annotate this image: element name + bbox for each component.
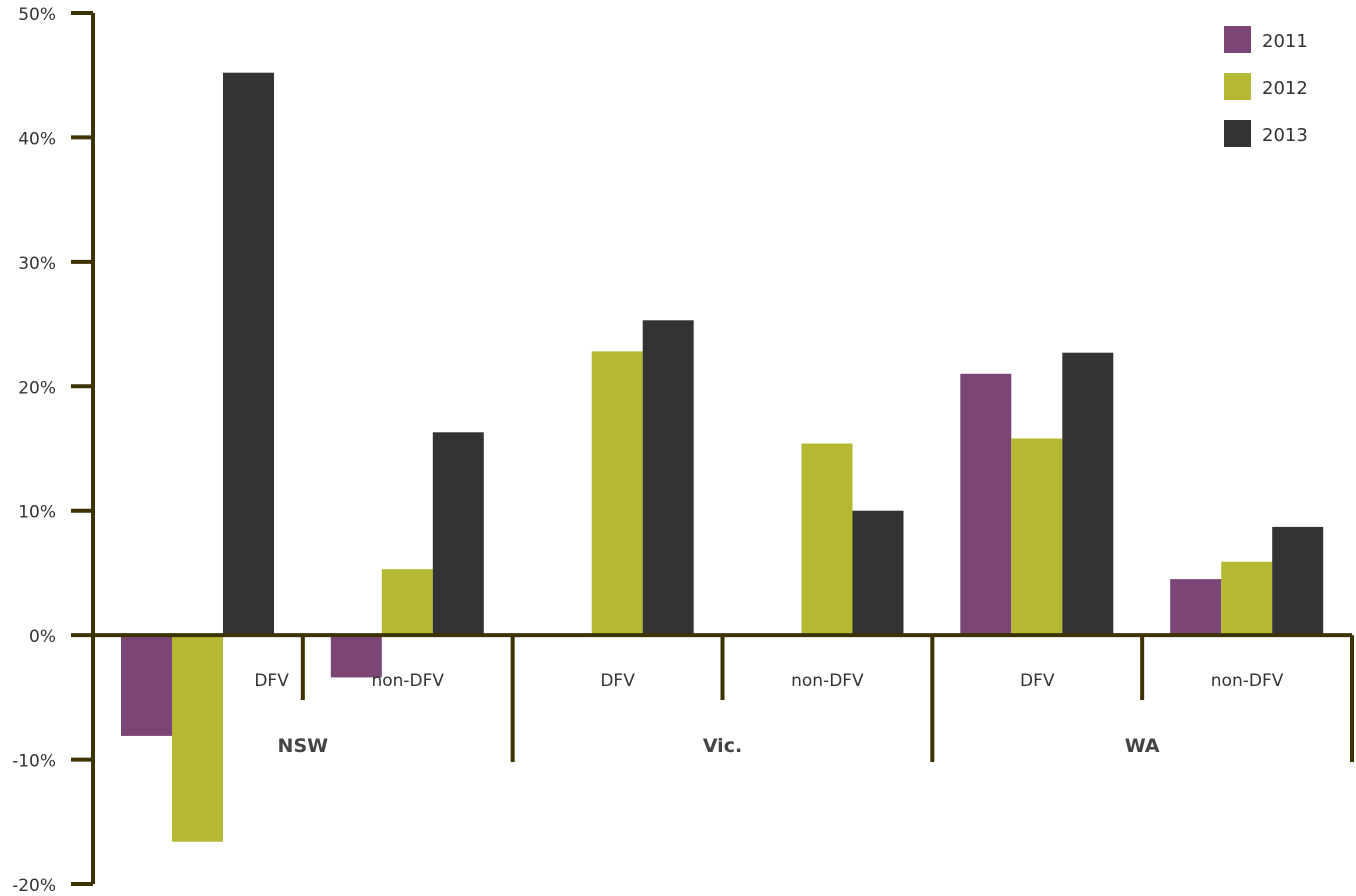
bar-2013-dfv-2 bbox=[642, 320, 694, 636]
group-label: WA bbox=[1125, 735, 1160, 757]
group-labels: NSW Vic. WA bbox=[278, 735, 1160, 757]
legend-swatch bbox=[1224, 120, 1251, 147]
axes-layer bbox=[71, 11, 1354, 886]
category-label: DFV bbox=[254, 671, 289, 691]
bar-2013-dfv-0 bbox=[223, 72, 274, 636]
bar-2011-non-dfv-5 bbox=[1170, 579, 1222, 636]
bar-2011-dfv-4 bbox=[960, 373, 1012, 636]
legend-label: 2013 bbox=[1262, 125, 1308, 146]
bar-2011-dfv-0 bbox=[121, 635, 172, 736]
legend-label: 2011 bbox=[1262, 31, 1308, 52]
y-tick-label: 30% bbox=[18, 254, 56, 274]
bar-2012-dfv-4 bbox=[1011, 438, 1063, 636]
bar-2013-non-dfv-3 bbox=[852, 510, 904, 636]
category-label: DFV bbox=[600, 671, 635, 691]
category-label: non-DFV bbox=[1211, 671, 1284, 691]
y-tick-label: 50% bbox=[18, 5, 56, 25]
group-label: Vic. bbox=[703, 735, 742, 757]
legend-label: 2012 bbox=[1262, 78, 1308, 99]
bar-2012-dfv-0 bbox=[172, 635, 223, 842]
category-label: non-DFV bbox=[371, 671, 444, 691]
legend-swatch bbox=[1224, 73, 1251, 100]
bar-2012-non-dfv-5 bbox=[1221, 561, 1273, 636]
y-tick-label: 0% bbox=[29, 627, 56, 647]
y-tick-label: 40% bbox=[18, 129, 56, 149]
bar-2013-dfv-4 bbox=[1062, 352, 1114, 636]
group-label: NSW bbox=[278, 735, 329, 757]
legend-swatch bbox=[1224, 26, 1251, 53]
bar-2011-non-dfv-1 bbox=[330, 635, 382, 678]
bar-2012-dfv-2 bbox=[591, 351, 643, 636]
category-label: non-DFV bbox=[791, 671, 864, 691]
y-tick-label: 20% bbox=[18, 378, 56, 398]
bar-2013-non-dfv-1 bbox=[432, 432, 484, 636]
category-label: DFV bbox=[1020, 671, 1055, 691]
y-tick-label: 10% bbox=[18, 503, 56, 523]
bar-2012-non-dfv-1 bbox=[381, 569, 433, 636]
y-tick-label: -20% bbox=[12, 876, 56, 896]
bar-2012-non-dfv-3 bbox=[801, 443, 853, 636]
legend: 2011 2012 2013 bbox=[1224, 26, 1308, 147]
bars-layer bbox=[121, 72, 1324, 842]
category-labels: DFV non-DFV DFV non-DFV DFV non-DFV bbox=[254, 671, 1283, 691]
bar-2013-non-dfv-5 bbox=[1272, 526, 1324, 636]
y-tick-label: -10% bbox=[12, 752, 56, 772]
y-tick-labels: 50% 40% 30% 20% 10% 0% -10% -20% bbox=[12, 5, 56, 896]
